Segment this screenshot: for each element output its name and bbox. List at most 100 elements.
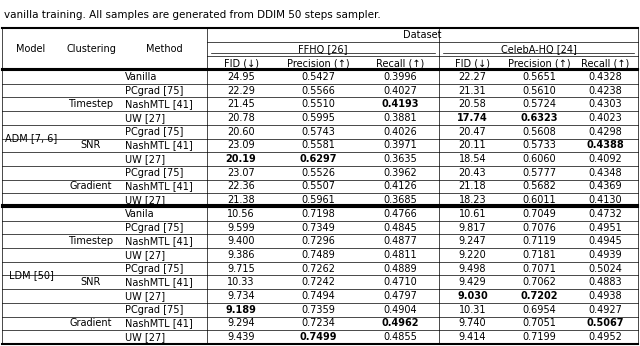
Text: Clustering: Clustering [66, 44, 116, 54]
Text: 10.56: 10.56 [227, 209, 255, 219]
Text: FID (↓): FID (↓) [223, 58, 259, 68]
Text: Precision (↑): Precision (↑) [287, 58, 349, 68]
Text: 18.23: 18.23 [459, 195, 486, 205]
Text: 23.09: 23.09 [227, 140, 255, 151]
Text: 0.4939: 0.4939 [588, 250, 622, 260]
Text: 10.31: 10.31 [459, 305, 486, 315]
Text: 0.5724: 0.5724 [522, 99, 556, 109]
Text: Recall (↑): Recall (↑) [581, 58, 629, 68]
Text: 24.95: 24.95 [227, 72, 255, 82]
Text: 0.5427: 0.5427 [301, 72, 335, 82]
Text: PCgrad [75]: PCgrad [75] [125, 168, 184, 178]
Text: SNR: SNR [81, 140, 101, 151]
Text: 0.4797: 0.4797 [383, 291, 417, 301]
Text: 18.54: 18.54 [459, 154, 486, 164]
Text: 0.5995: 0.5995 [301, 113, 335, 123]
Text: 0.7242: 0.7242 [301, 277, 335, 287]
Text: 0.4023: 0.4023 [588, 113, 622, 123]
Text: 21.18: 21.18 [459, 181, 486, 191]
Text: Vanila: Vanila [125, 209, 155, 219]
Text: 0.4193: 0.4193 [381, 99, 419, 109]
Text: 22.36: 22.36 [227, 181, 255, 191]
Text: 0.7349: 0.7349 [301, 222, 335, 233]
Text: 21.31: 21.31 [459, 85, 486, 95]
Text: 0.5743: 0.5743 [301, 127, 335, 137]
Text: UW [27]: UW [27] [125, 154, 165, 164]
Text: 0.7076: 0.7076 [522, 222, 556, 233]
Text: UW [27]: UW [27] [125, 291, 165, 301]
Text: 0.5507: 0.5507 [301, 181, 335, 191]
Text: vanilla training. All samples are generated from DDIM 50 steps sampler.: vanilla training. All samples are genera… [4, 10, 381, 20]
Text: 0.7199: 0.7199 [522, 332, 556, 342]
Text: 0.7049: 0.7049 [522, 209, 556, 219]
Text: 20.19: 20.19 [226, 154, 257, 164]
Text: 0.4732: 0.4732 [588, 209, 622, 219]
Text: 0.4710: 0.4710 [383, 277, 417, 287]
Text: 0.7119: 0.7119 [522, 236, 556, 246]
Text: 0.4962: 0.4962 [381, 318, 419, 328]
Text: 22.27: 22.27 [458, 72, 486, 82]
Text: 20.47: 20.47 [459, 127, 486, 137]
Text: NashMTL [41]: NashMTL [41] [125, 140, 193, 151]
Text: 0.3971: 0.3971 [383, 140, 417, 151]
Text: 9.220: 9.220 [459, 250, 486, 260]
Text: 0.5682: 0.5682 [522, 181, 556, 191]
Text: 0.6297: 0.6297 [300, 154, 337, 164]
Text: 0.5510: 0.5510 [301, 99, 335, 109]
Text: 0.7296: 0.7296 [301, 236, 335, 246]
Text: 0.4328: 0.4328 [588, 72, 622, 82]
Text: 9.429: 9.429 [459, 277, 486, 287]
Text: 9.715: 9.715 [227, 264, 255, 274]
Text: 9.189: 9.189 [225, 305, 257, 315]
Text: 10.33: 10.33 [227, 277, 255, 287]
Text: 23.07: 23.07 [227, 168, 255, 178]
Text: 21.38: 21.38 [227, 195, 255, 205]
Text: 0.7198: 0.7198 [301, 209, 335, 219]
Text: UW [27]: UW [27] [125, 195, 165, 205]
Text: PCgrad [75]: PCgrad [75] [125, 222, 184, 233]
Text: 10.61: 10.61 [459, 209, 486, 219]
Text: 0.4092: 0.4092 [588, 154, 622, 164]
Text: NashMTL [41]: NashMTL [41] [125, 277, 193, 287]
Text: 9.817: 9.817 [459, 222, 486, 233]
Text: 0.5024: 0.5024 [588, 264, 622, 274]
Text: Vanilla: Vanilla [125, 72, 157, 82]
Text: 0.5566: 0.5566 [301, 85, 335, 95]
Text: 0.6323: 0.6323 [520, 113, 557, 123]
Text: 9.247: 9.247 [459, 236, 486, 246]
Text: Dataset: Dataset [403, 30, 442, 40]
Text: PCgrad [75]: PCgrad [75] [125, 305, 184, 315]
Text: 0.5608: 0.5608 [522, 127, 556, 137]
Text: 9.498: 9.498 [459, 264, 486, 274]
Text: 22.29: 22.29 [227, 85, 255, 95]
Text: 0.4126: 0.4126 [383, 181, 417, 191]
Text: 0.3962: 0.3962 [383, 168, 417, 178]
Text: 0.4904: 0.4904 [383, 305, 417, 315]
Text: 0.4877: 0.4877 [383, 236, 417, 246]
Text: NashMTL [41]: NashMTL [41] [125, 236, 193, 246]
Text: Recall (↑): Recall (↑) [376, 58, 424, 68]
Text: 0.7494: 0.7494 [301, 291, 335, 301]
Text: 0.4883: 0.4883 [588, 277, 622, 287]
Text: 0.4238: 0.4238 [588, 85, 622, 95]
Text: Precision (↑): Precision (↑) [508, 58, 570, 68]
Text: 9.740: 9.740 [459, 318, 486, 328]
Text: 0.3881: 0.3881 [383, 113, 417, 123]
Text: 0.6011: 0.6011 [522, 195, 556, 205]
Text: 9.734: 9.734 [227, 291, 255, 301]
Text: 9.599: 9.599 [227, 222, 255, 233]
Text: 9.414: 9.414 [459, 332, 486, 342]
Text: Gradient: Gradient [70, 318, 112, 328]
Text: 0.4945: 0.4945 [588, 236, 622, 246]
Text: NashMTL [41]: NashMTL [41] [125, 99, 193, 109]
Text: 0.4369: 0.4369 [588, 181, 622, 191]
Text: PCgrad [75]: PCgrad [75] [125, 127, 184, 137]
Text: 0.7051: 0.7051 [522, 318, 556, 328]
Text: 0.7489: 0.7489 [301, 250, 335, 260]
Text: PCgrad [75]: PCgrad [75] [125, 264, 184, 274]
Text: 0.4303: 0.4303 [588, 99, 622, 109]
Text: Method: Method [146, 44, 183, 54]
Text: 0.7234: 0.7234 [301, 318, 335, 328]
Text: 20.58: 20.58 [459, 99, 486, 109]
Text: FFHQ [26]: FFHQ [26] [298, 44, 348, 54]
